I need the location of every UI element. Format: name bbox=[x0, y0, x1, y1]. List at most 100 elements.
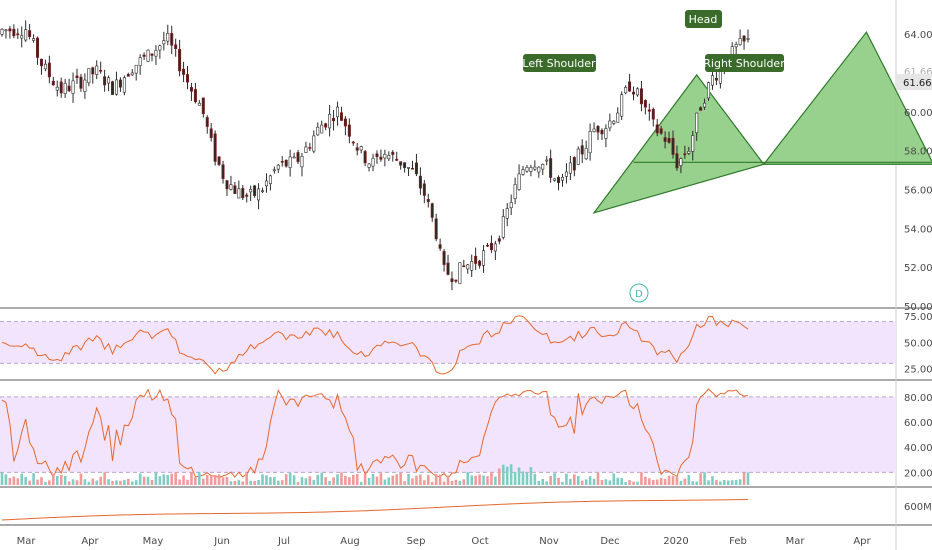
candle bbox=[134, 64, 138, 81]
candle bbox=[32, 34, 36, 43]
candle bbox=[288, 149, 292, 177]
volume-bar bbox=[280, 480, 284, 485]
volume-bar bbox=[225, 476, 229, 485]
candle bbox=[533, 160, 537, 171]
candle bbox=[608, 113, 612, 132]
volume-bar bbox=[580, 480, 584, 485]
volume-bar bbox=[411, 478, 414, 485]
obv-axis: 600M bbox=[904, 502, 932, 513]
candle bbox=[426, 193, 430, 208]
candle bbox=[647, 103, 651, 121]
volume-bar bbox=[296, 481, 300, 485]
candle bbox=[529, 164, 533, 177]
rsi-tick-label: 25.00 bbox=[904, 365, 932, 376]
candle bbox=[620, 91, 624, 121]
volume-bar bbox=[202, 478, 205, 485]
volume-bar bbox=[107, 479, 110, 485]
candle bbox=[537, 166, 541, 178]
candle bbox=[107, 75, 111, 92]
candle bbox=[442, 249, 446, 272]
candle bbox=[513, 177, 517, 205]
stochastic-axis: 20.00 40.00 60.00 80.00 bbox=[904, 393, 932, 480]
candle bbox=[209, 122, 213, 142]
volume-bar bbox=[182, 475, 185, 485]
candle bbox=[624, 85, 628, 95]
volume-bar bbox=[363, 474, 367, 485]
time-tick-label: Aug bbox=[340, 536, 360, 547]
candle bbox=[205, 115, 209, 134]
candle bbox=[280, 156, 284, 167]
candle bbox=[363, 150, 367, 167]
label-head: Head bbox=[689, 13, 718, 26]
candle bbox=[489, 235, 493, 254]
volume-bar bbox=[142, 476, 146, 485]
candle bbox=[643, 99, 647, 115]
volume-bar bbox=[0, 472, 4, 485]
volume-bar bbox=[450, 480, 454, 485]
candle bbox=[324, 122, 328, 131]
volume-bar bbox=[253, 480, 256, 485]
volume-bar bbox=[146, 476, 150, 485]
volume-bar bbox=[229, 481, 233, 485]
candle bbox=[414, 153, 418, 177]
volume-bar bbox=[138, 473, 142, 485]
candle bbox=[391, 150, 395, 162]
volume-bar bbox=[561, 481, 564, 485]
volume-bar bbox=[738, 479, 742, 485]
volume-bar bbox=[28, 480, 31, 485]
callout-left-shoulder: Left Shoulder bbox=[522, 54, 596, 72]
last-price-value: 61.66 bbox=[903, 78, 932, 89]
volume-bar bbox=[399, 472, 402, 485]
candle bbox=[225, 179, 229, 197]
volume-bar bbox=[640, 472, 643, 485]
candle bbox=[8, 26, 12, 39]
candle bbox=[505, 203, 509, 227]
volume-bar bbox=[166, 474, 170, 485]
rsi-overbought-oversold-band bbox=[0, 320, 896, 364]
time-tick-label: Apr bbox=[853, 536, 871, 547]
volume-bar bbox=[316, 474, 320, 485]
volume-bar bbox=[596, 472, 600, 485]
volume-bar bbox=[123, 480, 126, 485]
volume-bar bbox=[284, 474, 288, 485]
volume-bar bbox=[328, 480, 331, 485]
volume-bar bbox=[403, 481, 406, 485]
volume-bar bbox=[703, 472, 706, 485]
time-tick-label: Mar bbox=[17, 536, 37, 547]
candle bbox=[359, 145, 363, 154]
dividend-marker[interactable]: D bbox=[629, 283, 649, 303]
volume-bar bbox=[462, 479, 466, 485]
rsi-tick-label: 50.00 bbox=[904, 338, 932, 349]
candle bbox=[410, 160, 414, 170]
volume-bar bbox=[170, 473, 174, 485]
stochastic-tick-label: 40.00 bbox=[904, 443, 932, 454]
volume-bars bbox=[0, 464, 750, 485]
volume-bar bbox=[553, 473, 556, 485]
candle bbox=[438, 238, 442, 251]
volume-bar bbox=[446, 475, 450, 485]
volume-bar bbox=[644, 476, 647, 485]
price-candles bbox=[0, 20, 750, 291]
candle bbox=[430, 202, 434, 222]
volume-bar bbox=[608, 480, 612, 485]
candle bbox=[742, 35, 746, 50]
candle bbox=[450, 271, 454, 291]
time-tick-label: Mar bbox=[786, 536, 806, 547]
volume-bar bbox=[415, 475, 418, 485]
volume-bar bbox=[509, 464, 513, 485]
candle bbox=[237, 180, 241, 199]
volume-bar bbox=[221, 477, 225, 485]
volume-bar bbox=[679, 480, 683, 485]
volume-bar bbox=[308, 476, 312, 485]
volume-bar bbox=[348, 477, 351, 485]
candle bbox=[454, 279, 458, 284]
candle bbox=[632, 86, 636, 101]
volume-bar bbox=[726, 480, 730, 485]
candle bbox=[253, 184, 257, 198]
volume-bar bbox=[675, 475, 679, 485]
candle bbox=[592, 122, 596, 133]
volume-bar bbox=[63, 476, 67, 485]
volume-bar bbox=[541, 478, 545, 485]
volume-bar bbox=[655, 479, 659, 485]
volume-bar bbox=[533, 473, 537, 485]
